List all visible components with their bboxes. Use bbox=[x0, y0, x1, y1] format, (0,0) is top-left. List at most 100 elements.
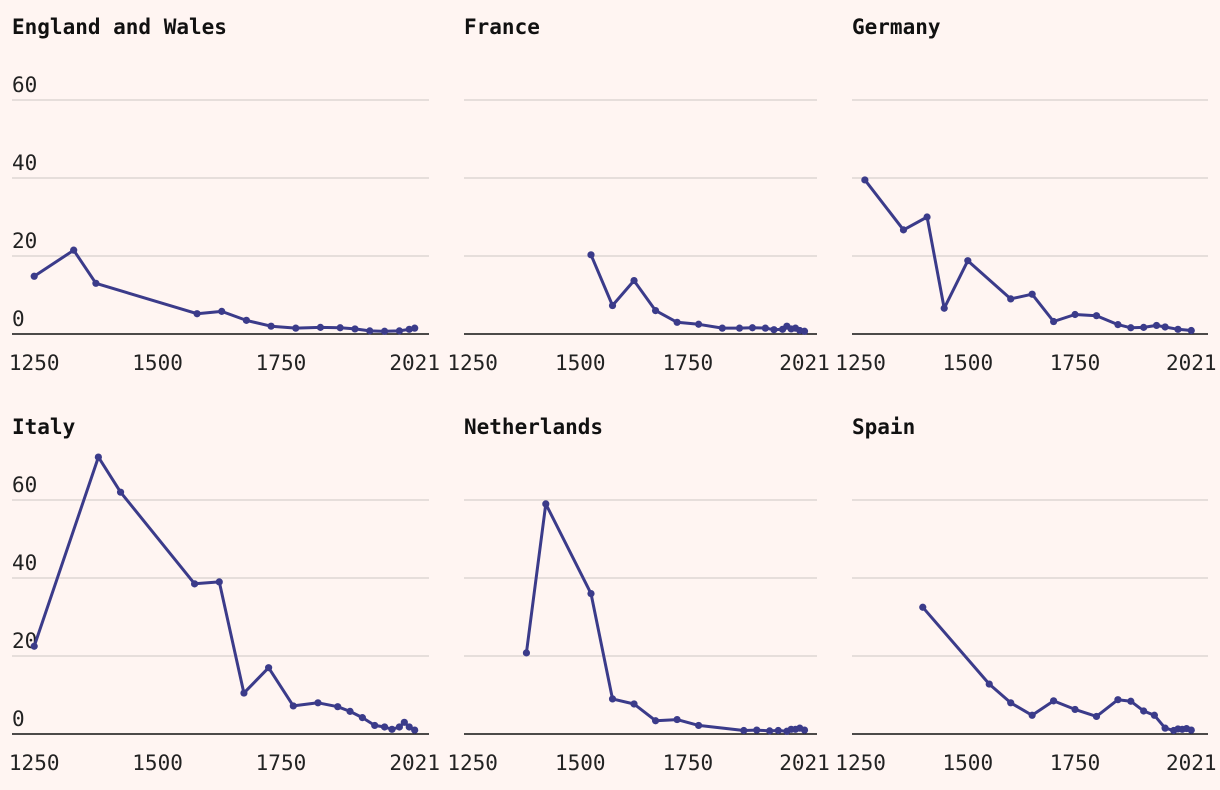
france-xtick-2021: 2021 bbox=[779, 351, 830, 375]
italy-point bbox=[289, 702, 297, 710]
italy-title: Italy bbox=[12, 415, 76, 439]
chart-england-and-wales: England and Wales 0 20 40 60 1250 1500 1750 2021 bbox=[9, 15, 440, 375]
england-and-wales-point bbox=[92, 279, 100, 287]
italy-point bbox=[346, 707, 354, 715]
england-and-wales-point bbox=[351, 325, 359, 333]
netherlands-point bbox=[542, 500, 550, 508]
france-point bbox=[630, 276, 638, 285]
france-xtick-1500: 1500 bbox=[555, 351, 606, 375]
netherlands-point bbox=[522, 649, 531, 657]
england-and-wales-ytick-40: 40 bbox=[12, 151, 37, 175]
italy-point bbox=[215, 578, 223, 586]
netherlands-xtick-2021: 2021 bbox=[779, 751, 830, 775]
england-and-wales-point bbox=[366, 327, 374, 335]
france-point bbox=[587, 251, 595, 259]
chart-spain: Spain 1250 1500 1750 2021 bbox=[835, 415, 1217, 775]
spain-series-line bbox=[921, 606, 1192, 732]
italy-point bbox=[400, 718, 408, 726]
england-and-wales-point bbox=[316, 323, 325, 331]
italy-point bbox=[388, 725, 396, 733]
netherlands-series-line bbox=[524, 502, 806, 733]
italy-point bbox=[358, 714, 366, 722]
england-and-wales-point bbox=[411, 324, 419, 332]
netherlands-point bbox=[774, 726, 782, 735]
england-and-wales-ytick-0: 0 bbox=[12, 307, 25, 331]
germany-xtick-1250: 1250 bbox=[835, 351, 886, 375]
germany-point bbox=[1161, 323, 1169, 331]
netherlands-point bbox=[695, 721, 703, 730]
spain-point bbox=[1007, 699, 1015, 707]
france-point bbox=[770, 326, 778, 334]
netherlands-point bbox=[587, 590, 595, 598]
germany-point bbox=[940, 304, 948, 312]
england-and-wales-point bbox=[193, 310, 201, 318]
italy-point bbox=[371, 721, 379, 730]
france-point bbox=[748, 324, 757, 332]
germany-xtick-1750: 1750 bbox=[1050, 351, 1101, 375]
france-point bbox=[608, 301, 617, 310]
spain-xtick-2021: 2021 bbox=[1166, 751, 1217, 775]
germany-point bbox=[923, 213, 931, 221]
spain-xtick-1500: 1500 bbox=[943, 751, 994, 775]
france-point bbox=[695, 320, 703, 328]
germany-point bbox=[1187, 326, 1195, 335]
italy-point bbox=[94, 453, 102, 461]
italy-point bbox=[116, 488, 125, 496]
france-xtick-1750: 1750 bbox=[663, 351, 714, 375]
germany-xtick-1500: 1500 bbox=[943, 351, 994, 375]
italy-series-line bbox=[32, 455, 416, 732]
england-and-wales-ytick-60: 60 bbox=[12, 73, 37, 97]
germany-point bbox=[1007, 295, 1015, 303]
spain-point bbox=[1049, 697, 1058, 705]
panel-italy: Italy 0 20 40 60 1250 1500 1750 2021 bbox=[0, 400, 440, 790]
italy-point bbox=[190, 580, 199, 588]
netherlands-xtick-1750: 1750 bbox=[663, 751, 714, 775]
england-and-wales-point bbox=[395, 327, 403, 335]
spain-point bbox=[1187, 726, 1195, 734]
england-and-wales-xtick-1500: 1500 bbox=[132, 351, 183, 375]
spain-point bbox=[1092, 712, 1101, 721]
england-and-wales-title: England and Wales bbox=[12, 15, 227, 39]
germany-point bbox=[1140, 323, 1148, 331]
england-and-wales-point bbox=[218, 307, 226, 315]
england-and-wales-point bbox=[30, 272, 38, 280]
france-point bbox=[761, 324, 769, 332]
germany-point bbox=[1174, 325, 1182, 333]
england-and-wales-point bbox=[242, 316, 251, 324]
england-and-wales-series-line bbox=[33, 248, 416, 333]
france-point bbox=[673, 318, 681, 326]
spain-point bbox=[1150, 711, 1158, 719]
italy-point bbox=[334, 703, 342, 711]
italy-point bbox=[314, 699, 322, 707]
germany-point bbox=[1152, 321, 1161, 330]
france-xtick-1250: 1250 bbox=[447, 351, 498, 375]
italy-xtick-1750: 1750 bbox=[256, 751, 307, 775]
spain-point bbox=[1127, 697, 1135, 705]
chart-france: France 1250 1500 1750 2021 bbox=[447, 15, 830, 375]
germany-title: Germany bbox=[852, 15, 941, 39]
italy-point bbox=[395, 723, 403, 731]
italy-point bbox=[405, 723, 413, 731]
england-and-wales-point bbox=[292, 324, 300, 332]
germany-point bbox=[861, 176, 869, 184]
germany-point bbox=[1071, 310, 1079, 319]
germany-point bbox=[964, 257, 972, 265]
england-and-wales-point bbox=[70, 246, 78, 254]
france-point bbox=[735, 324, 744, 332]
chart-germany: Germany 1250 1500 1750 2021 bbox=[835, 15, 1217, 375]
italy-point bbox=[265, 664, 273, 672]
panel-netherlands: Netherlands 1250 1500 1750 2021 bbox=[447, 400, 832, 790]
italy-xtick-1500: 1500 bbox=[132, 751, 183, 775]
england-and-wales-point bbox=[267, 322, 275, 330]
spain-point bbox=[985, 680, 993, 688]
italy-point bbox=[380, 723, 389, 731]
germany-point bbox=[1114, 321, 1122, 329]
germany-xtick-2021: 2021 bbox=[1166, 351, 1217, 375]
netherlands-xtick-1500: 1500 bbox=[555, 751, 606, 775]
spain-point bbox=[1140, 707, 1148, 715]
panel-spain: Spain 1250 1500 1750 2021 bbox=[835, 400, 1217, 790]
england-and-wales-xtick-2021: 2021 bbox=[389, 351, 440, 375]
england-and-wales-xtick-1250: 1250 bbox=[9, 351, 60, 375]
